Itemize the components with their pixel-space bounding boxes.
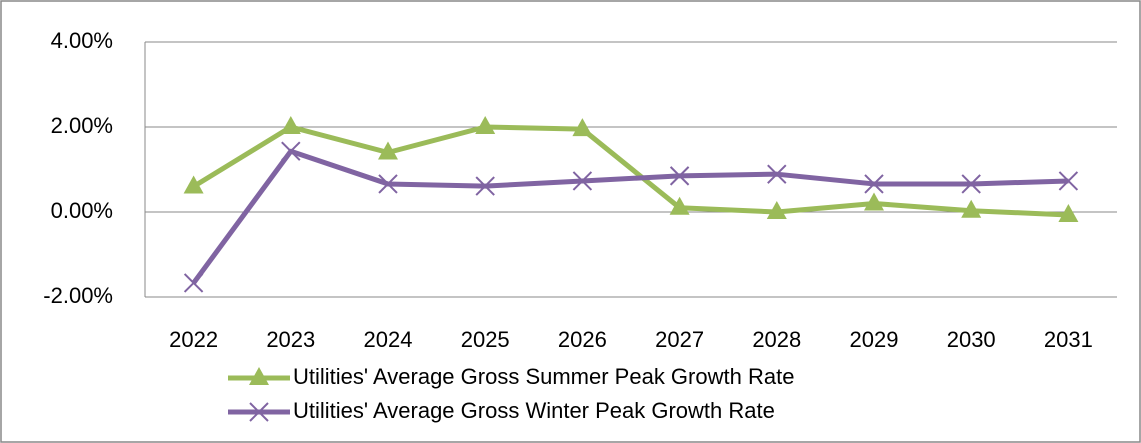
series-line	[192, 124, 1069, 218]
marker	[669, 196, 690, 215]
marker	[669, 166, 690, 186]
marker	[249, 402, 269, 422]
marker	[864, 192, 884, 211]
marker	[280, 116, 301, 134]
marker	[1058, 171, 1079, 191]
marker	[1058, 203, 1079, 222]
x-tick-label: 2025	[461, 327, 510, 352]
x-tick-label: 2022	[169, 327, 218, 352]
marker	[475, 116, 496, 134]
marker	[572, 171, 593, 191]
y-tick-label: 4.00%	[51, 28, 113, 53]
legend-label: Utilities' Average Gross Winter Peak Gro…	[293, 398, 775, 423]
x-tick-label: 2028	[752, 327, 801, 352]
marker	[864, 174, 884, 194]
marker	[378, 141, 398, 160]
marker	[961, 199, 982, 218]
series-line	[191, 148, 1069, 285]
x-tick-label: 2026	[558, 327, 607, 352]
marker	[183, 273, 204, 293]
marker	[475, 176, 495, 196]
x-tick-label: 2027	[655, 327, 704, 352]
x-tick-label: 2024	[364, 327, 413, 352]
marker	[572, 118, 593, 137]
marker	[766, 201, 787, 219]
marker	[767, 164, 787, 184]
x-tick-label: 2029	[850, 327, 899, 352]
x-tick-label: 2031	[1044, 327, 1093, 352]
y-tick-label: 0.00%	[51, 198, 113, 223]
marker	[378, 174, 398, 194]
y-tick-label: 2.00%	[51, 113, 113, 138]
marker	[183, 175, 204, 194]
x-tick-label: 2030	[947, 327, 996, 352]
legend-label: Utilities' Average Gross Summer Peak Gro…	[293, 364, 794, 389]
marker	[961, 174, 981, 194]
y-tick-label: -2.00%	[43, 283, 113, 308]
marker	[281, 141, 301, 161]
marker	[249, 367, 269, 385]
x-tick-label: 2023	[266, 327, 315, 352]
